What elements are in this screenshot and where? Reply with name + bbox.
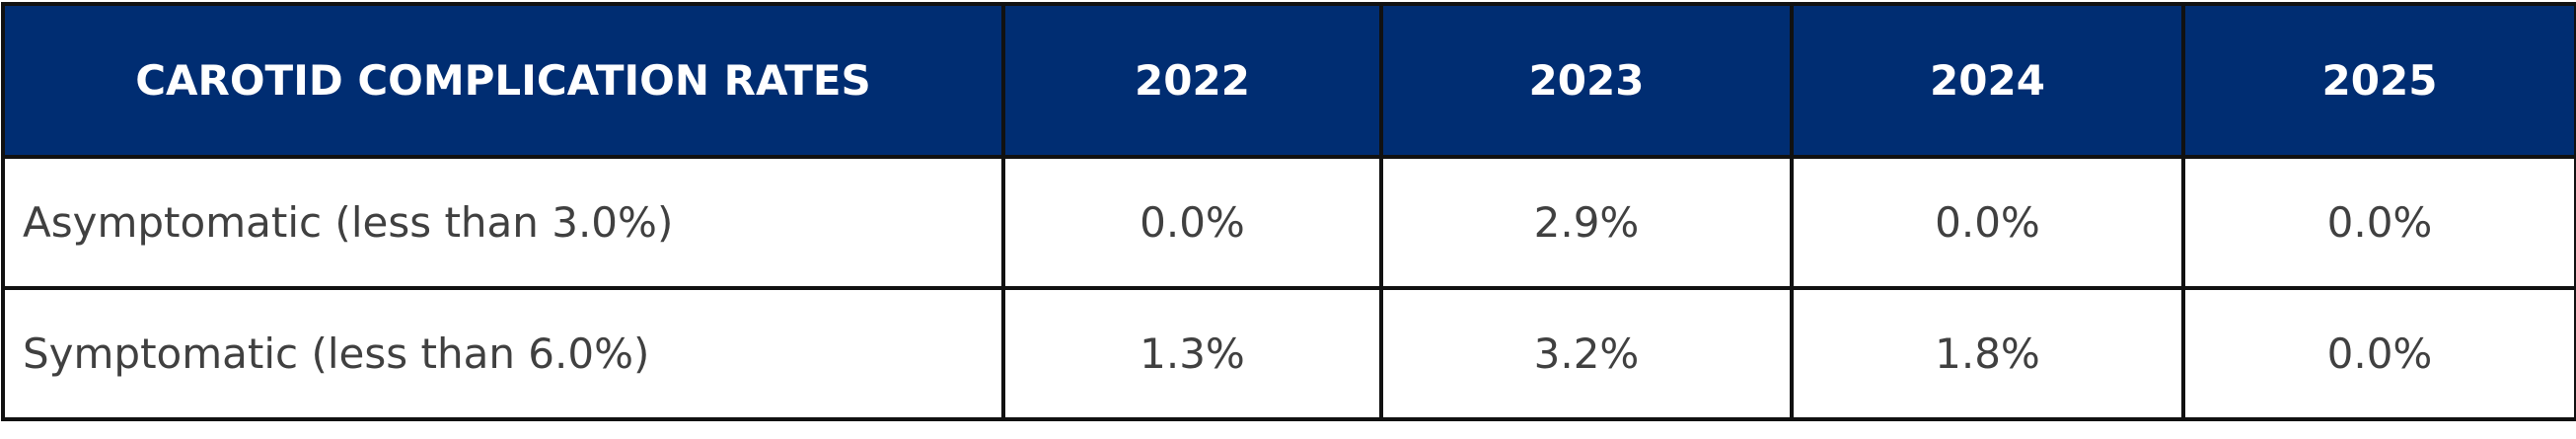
header-cell: CAROTID COMPLICATION RATES [1, 2, 1005, 159]
rate-cell: 3.2% [1379, 286, 1794, 421]
rate-cell: 0.0% [1790, 155, 2185, 290]
header-row: CAROTID COMPLICATION RATES 2022 2023 2024 20… [1, 2, 2576, 159]
header-cell: 2022 [1001, 2, 1383, 159]
table-row: Asymptomatic (less than 3.0%) 0.0% 2.9% 0.0… [1, 155, 2576, 290]
rate-cell: 1.8% [1790, 286, 2185, 421]
table-header: CAROTID COMPLICATION RATES 2022 2023 2024 20… [1, 2, 2576, 159]
rate-cell: 0.0% [2181, 155, 2576, 290]
rate-cell: 2.9% [1379, 155, 1794, 290]
table-body: Asymptomatic (less than 3.0%) 0.0% 2.9% 0.0… [1, 155, 2576, 421]
table-row: Symptomatic (less than 6.0%) 1.3% 3.2% 1.8%… [1, 286, 2576, 421]
rate-cell: 0.0% [2181, 286, 2576, 421]
header-cell: 2024 [1790, 2, 2185, 159]
rate-cell: 0.0% [1001, 155, 1383, 290]
header-cell: 2025 [2181, 2, 2576, 159]
rate-cell: 1.3% [1001, 286, 1383, 421]
row-label: Asymptomatic (less than 3.0%) [1, 155, 1005, 290]
data-table: CAROTID COMPLICATION RATES 2022 2023 2024 20… [1, 2, 2576, 421]
header-cell: 2023 [1379, 2, 1794, 159]
row-label: Symptomatic (less than 6.0%) [1, 286, 1005, 421]
